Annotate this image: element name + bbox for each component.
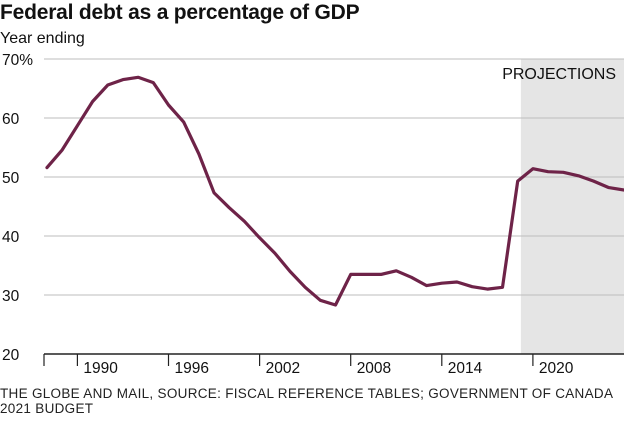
data-point	[547, 170, 550, 173]
data-point	[46, 166, 49, 169]
y-tick-label: 70%	[2, 52, 33, 69]
y-tick-label: 30	[2, 288, 20, 305]
data-point	[501, 286, 504, 289]
data-point	[516, 180, 519, 183]
data-point	[273, 252, 276, 255]
data-point	[61, 148, 64, 151]
data-point	[106, 84, 109, 87]
x-tick-label: 1996	[175, 360, 209, 377]
data-point	[122, 78, 125, 81]
data-point	[592, 180, 595, 183]
data-point	[319, 299, 322, 302]
data-point	[562, 171, 565, 174]
data-point	[395, 269, 398, 272]
source-note: THE GLOBE AND MAIL, SOURCE: FISCAL REFER…	[0, 386, 620, 416]
x-tick-label: 2014	[448, 360, 483, 377]
data-point	[364, 273, 367, 276]
data-point	[349, 273, 352, 276]
y-tick-label: 50	[2, 170, 20, 187]
data-point	[425, 284, 428, 287]
data-point	[607, 186, 610, 189]
y-tick-label: 20	[2, 347, 20, 364]
projection-label: PROJECTIONS	[502, 66, 616, 83]
y-tick-label: 60	[2, 111, 20, 128]
data-point	[471, 285, 474, 288]
x-tick-label: 1990	[83, 360, 118, 377]
data-point	[167, 104, 170, 107]
data-point	[152, 81, 155, 84]
data-point	[577, 174, 580, 177]
data-point	[137, 76, 140, 79]
data-point	[531, 167, 534, 170]
data-point	[182, 121, 185, 124]
data-point	[304, 286, 307, 289]
data-point	[289, 270, 292, 273]
data-point	[213, 191, 216, 194]
data-point	[486, 288, 489, 291]
data-point	[243, 220, 246, 223]
data-point	[456, 281, 459, 284]
data-point	[380, 273, 383, 276]
x-tick-label: 2002	[266, 360, 300, 377]
data-point	[76, 124, 79, 127]
y-tick-label: 40	[2, 229, 20, 246]
data-point	[228, 206, 231, 209]
data-point	[258, 236, 261, 239]
line-chart: PROJECTIONS 20 30 40 50 60 70% 1990 1996 2002 2008…	[0, 0, 624, 385]
x-tick-label: 2020	[539, 360, 574, 377]
data-point	[91, 100, 94, 103]
data-point	[440, 282, 443, 285]
x-tick-label: 2008	[357, 360, 391, 377]
data-point	[334, 304, 337, 307]
data-point	[197, 153, 200, 156]
projection-band	[521, 59, 624, 354]
data-point	[410, 276, 413, 279]
